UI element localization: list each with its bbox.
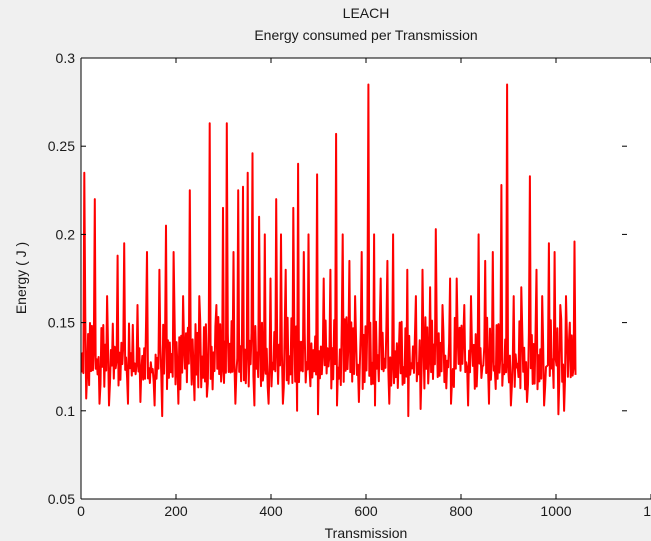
chart-subtitle: Energy consumed per Transmission: [254, 27, 477, 43]
y-tick-label: 0.15: [48, 315, 75, 331]
y-tick-label: 0.3: [56, 50, 76, 66]
x-tick-label: 200: [164, 503, 188, 519]
y-tick-label: 0.05: [48, 491, 75, 507]
x-tick-label: 0: [77, 503, 85, 519]
x-tick-label: 12: [643, 503, 651, 519]
y-tick-label: 0.2: [56, 226, 76, 242]
x-tick-label: 800: [449, 503, 473, 519]
energy-series-line: [80, 83, 577, 418]
x-tick-label: 400: [259, 503, 283, 519]
axes-area: [81, 58, 651, 499]
y-axis-label: Energy ( J ): [13, 242, 29, 314]
x-axis-label: Transmission: [325, 525, 408, 541]
y-tick-label: 0.1: [56, 403, 76, 419]
chart-title: LEACH: [343, 5, 390, 21]
y-tick-label: 0.25: [48, 138, 75, 154]
x-tick-label: 1000: [540, 503, 571, 519]
x-tick-label: 600: [354, 503, 378, 519]
